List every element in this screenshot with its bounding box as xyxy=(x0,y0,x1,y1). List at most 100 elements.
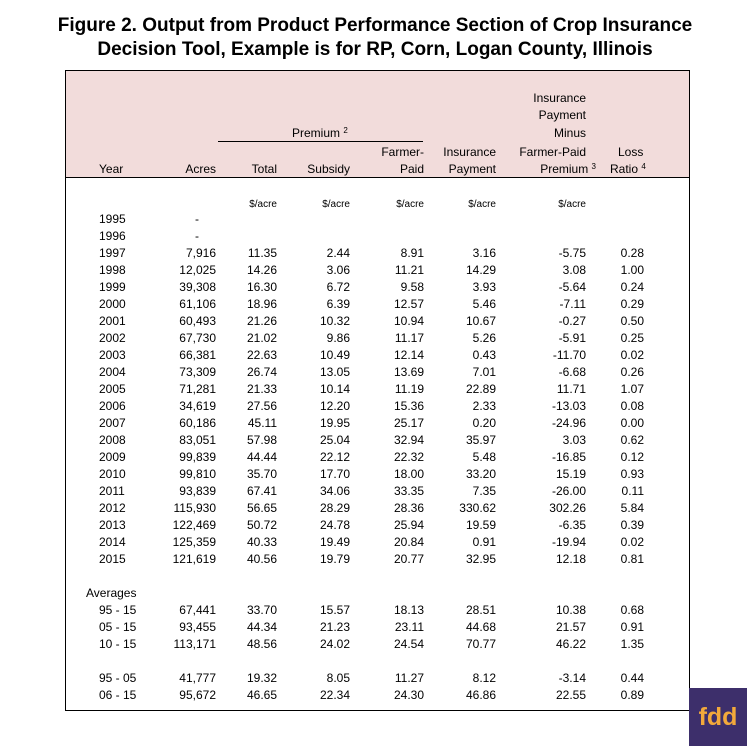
cell-farmer-paid: 11.27 xyxy=(394,671,424,685)
cell-loss-ratio: 0.08 xyxy=(620,399,644,413)
cell-insurance-payment: 330.62 xyxy=(459,501,496,515)
figure-title: Figure 2. Output from Product Performanc… xyxy=(0,14,750,62)
cell-insurance-payment: 46.86 xyxy=(465,688,496,702)
cell-acres: 39,308 xyxy=(179,280,216,294)
cell-year: 2008 xyxy=(99,433,126,447)
cell-payment-minus-premium: -6.35 xyxy=(558,518,586,532)
cell-insurance-payment: 7.01 xyxy=(472,365,496,379)
cell-year: 2013 xyxy=(99,518,126,532)
cell-payment-minus-premium: -5.75 xyxy=(558,246,586,260)
cell-loss-ratio: 0.91 xyxy=(620,620,644,634)
header-acres: Acres xyxy=(185,162,216,176)
cell-total: 44.44 xyxy=(246,450,277,464)
cell-payment-minus-premium: -11.70 xyxy=(552,348,586,362)
header-farmer-paid-1: Farmer- xyxy=(381,145,424,159)
cell-farmer-paid: 11.19 xyxy=(394,382,424,396)
cell-subsidy: 6.39 xyxy=(326,297,350,311)
cell-loss-ratio: 0.02 xyxy=(620,348,644,362)
cell-loss-ratio: 0.02 xyxy=(620,535,644,549)
cell-subsidy: 24.78 xyxy=(319,518,350,532)
cell-subsidy: 8.05 xyxy=(326,671,350,685)
header-insurance-1: Insurance xyxy=(443,145,496,159)
cell-total: 56.65 xyxy=(246,501,277,515)
cell-payment-minus-premium: -7.11 xyxy=(559,297,586,311)
cell-acres: 61,106 xyxy=(179,297,216,311)
cell-payment-minus-premium: -3.14 xyxy=(558,671,586,685)
cell-farmer-paid: 9.58 xyxy=(400,280,424,294)
cell-farmer-paid: 23.11 xyxy=(394,620,424,634)
cell-insurance-payment: 8.12 xyxy=(472,671,496,685)
cell-farmer-paid: 24.54 xyxy=(393,637,424,651)
cell-total: 35.70 xyxy=(246,467,277,481)
cell-year: 2000 xyxy=(99,297,126,311)
header-loss-2: Ratio 4 xyxy=(610,162,646,176)
cell-year: 2004 xyxy=(99,365,126,379)
cell-acres: 115,930 xyxy=(173,501,217,515)
cell-loss-ratio: 0.81 xyxy=(620,552,644,566)
cell-year: 2005 xyxy=(99,382,126,396)
cell-subsidy: 22.34 xyxy=(319,688,350,702)
cell-loss-ratio: 1.07 xyxy=(620,382,644,396)
cell-farmer-paid: 18.13 xyxy=(393,603,424,617)
cell-total: 19.32 xyxy=(246,671,277,685)
cell-farmer-paid: 20.77 xyxy=(393,552,424,566)
cell-acres: 83,051 xyxy=(179,433,216,447)
cell-year: 2012 xyxy=(99,501,126,515)
cell-loss-ratio: 0.93 xyxy=(620,467,644,481)
cell-year: 06 - 15 xyxy=(99,688,137,702)
cell-acres: 125,359 xyxy=(172,535,216,549)
cell-insurance-payment: 0.20 xyxy=(472,416,496,430)
cell-insurance-payment: 3.93 xyxy=(472,280,496,294)
cell-subsidy: 2.44 xyxy=(326,246,350,260)
unit-total: $/acre xyxy=(249,199,277,210)
cell-total: 11.35 xyxy=(247,246,277,260)
cell-total: 16.30 xyxy=(246,280,277,294)
cell-acres: 122,469 xyxy=(172,518,216,532)
cell-insurance-payment: 33.20 xyxy=(465,467,496,481)
header-year: Year xyxy=(99,162,124,176)
cell-year: 2015 xyxy=(99,552,126,566)
cell-subsidy: 12.20 xyxy=(319,399,350,413)
cell-total: 21.02 xyxy=(246,331,277,345)
cell-farmer-paid: 11.17 xyxy=(394,331,424,345)
cell-year: 1999 xyxy=(99,280,126,294)
cell-subsidy: 13.05 xyxy=(319,365,350,379)
unit-farmer-paid: $/acre xyxy=(396,199,424,210)
cell-total: 50.72 xyxy=(246,518,277,532)
cell-acres: 34,619 xyxy=(179,399,216,413)
cell-farmer-paid: 33.35 xyxy=(393,484,424,498)
cell-loss-ratio: 0.00 xyxy=(620,416,644,430)
cell-year: 2007 xyxy=(99,416,126,430)
cell-farmer-paid: 12.14 xyxy=(393,348,424,362)
cell-loss-ratio: 0.62 xyxy=(620,433,644,447)
averages-label: Averages xyxy=(86,586,137,600)
cell-total: 40.33 xyxy=(246,535,277,549)
cell-acres: 60,186 xyxy=(179,416,216,430)
cell-insurance-payment: 5.46 xyxy=(472,297,496,311)
cell-total: 21.33 xyxy=(246,382,277,396)
cell-insurance-payment: 10.67 xyxy=(465,314,496,328)
cell-total: 14.26 xyxy=(246,263,277,277)
cell-loss-ratio: 0.26 xyxy=(620,365,644,379)
cell-loss-ratio: 5.84 xyxy=(620,501,644,515)
cell-year: 95 - 15 xyxy=(99,603,137,617)
cell-insurance-payment: 32.95 xyxy=(465,552,496,566)
cell-total: 26.74 xyxy=(246,365,277,379)
cell-insurance-payment: 0.43 xyxy=(472,348,496,362)
cell-acres: 99,810 xyxy=(179,467,216,481)
cell-year: 2001 xyxy=(99,314,126,328)
cell-subsidy: 22.12 xyxy=(319,450,350,464)
cell-farmer-paid: 25.94 xyxy=(393,518,424,532)
cell-farmer-paid: 10.94 xyxy=(393,314,424,328)
cell-payment-minus-premium: 3.08 xyxy=(562,263,586,277)
cell-year: 1996 xyxy=(99,229,126,243)
cell-subsidy: 34.06 xyxy=(319,484,350,498)
cell-loss-ratio: 1.00 xyxy=(620,263,644,277)
cell-payment-minus-premium: -16.85 xyxy=(551,450,586,464)
cell-subsidy: 10.32 xyxy=(319,314,350,328)
cell-payment-minus-premium: -19.94 xyxy=(551,535,586,549)
cell-total: 45.11 xyxy=(247,416,277,430)
cell-year: 2014 xyxy=(99,535,126,549)
premium-underline xyxy=(218,141,423,142)
cell-insurance-payment: 5.48 xyxy=(472,450,496,464)
